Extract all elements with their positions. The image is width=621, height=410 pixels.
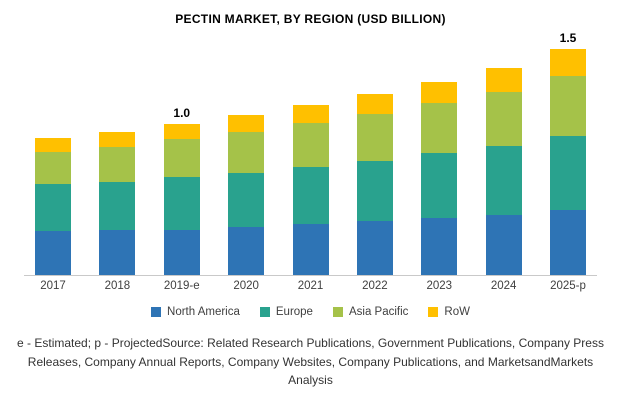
segment-europe-2019-e [163, 177, 200, 230]
legend-label: RoW [444, 306, 470, 318]
x-tick-2017: 2017 [40, 280, 66, 292]
legend-swatch-icon [428, 307, 439, 317]
segment-north-america-2022 [356, 221, 393, 275]
x-tick-2019-e: 2019-e [163, 280, 200, 292]
bar-slot-2020 [217, 115, 275, 275]
x-tick-2020: 2020 [233, 280, 259, 292]
segment-asia-pacific-2018 [99, 147, 136, 182]
segment-asia-pacific-2024 [485, 92, 522, 146]
bar-slot-2021 [282, 105, 340, 275]
legend-swatch-icon [151, 307, 162, 317]
x-tick-2022: 2022 [362, 280, 388, 292]
segment-row-2024 [485, 68, 522, 92]
segment-europe-2018 [99, 182, 136, 230]
stacked-bar-2020 [228, 115, 265, 275]
legend-item-row: RoW [428, 306, 470, 318]
stacked-bar-2025-p [550, 49, 586, 275]
segment-asia-pacific-2025-p [550, 76, 586, 136]
legend-swatch-icon [332, 307, 343, 317]
legend-label: North America [167, 306, 240, 318]
legend-label: Europe [275, 306, 313, 318]
bar-slot-2022 [346, 94, 404, 275]
data-label-2019-e: 1.0 [173, 106, 191, 120]
segment-asia-pacific-2022 [356, 114, 393, 161]
segment-asia-pacific-2019-e [163, 139, 200, 177]
segment-north-america-2019-e [163, 230, 200, 275]
legend-item-north-america: North America [151, 306, 240, 318]
segment-row-2017 [35, 138, 71, 152]
legend-swatch-icon [259, 307, 270, 317]
segment-north-america-2023 [421, 218, 458, 275]
x-tick-2023: 2023 [426, 280, 453, 292]
segment-europe-2024 [485, 146, 522, 215]
segment-europe-2021 [292, 167, 329, 224]
stacked-bar-2021 [292, 105, 329, 275]
stacked-bar-2017 [35, 138, 71, 275]
segment-asia-pacific-2017 [35, 152, 71, 184]
stacked-bar-2022 [356, 94, 393, 275]
source-note: e - Estimated; p - ProjectedSource: Rela… [17, 336, 604, 388]
segment-europe-2025-p [550, 136, 586, 210]
segment-asia-pacific-2023 [421, 103, 458, 153]
stacked-bar-2023 [421, 82, 458, 275]
data-label-2025-p: 1.5 [559, 31, 577, 45]
segment-row-2020 [228, 115, 265, 132]
segment-row-2025-p [550, 49, 586, 76]
segment-row-2022 [356, 94, 393, 114]
legend-item-asia-pacific: Asia Pacific [332, 306, 409, 318]
segment-europe-2020 [228, 173, 265, 227]
bar-slot-2018 [88, 132, 146, 275]
segment-asia-pacific-2021 [292, 123, 329, 167]
x-tick-2018: 2018 [104, 280, 131, 292]
bar-slot-2023 [410, 82, 468, 275]
chart-title: PECTIN MARKET, BY REGION (USD BILLION) [175, 12, 446, 26]
segment-north-america-2025-p [550, 210, 586, 275]
bar-slot-2019-e: 1.0 [153, 106, 211, 275]
segment-row-2023 [421, 82, 458, 103]
legend-item-europe: Europe [259, 306, 313, 318]
legend: North America Europe Asia Pacific RoW [0, 306, 621, 318]
plot-area: 1.0 1.5 [24, 31, 597, 276]
segment-north-america-2017 [35, 231, 71, 275]
x-tick-2024: 2024 [490, 280, 517, 292]
stacked-bar-2024 [485, 68, 522, 275]
legend-label: Asia Pacific [348, 306, 409, 318]
segment-north-america-2024 [485, 215, 522, 275]
x-tick-2025-p: 2025-p [550, 280, 586, 292]
bar-slot-2017 [24, 138, 82, 275]
segment-asia-pacific-2020 [228, 132, 265, 173]
segment-row-2018 [99, 132, 136, 147]
bar-slot-2024 [475, 68, 533, 275]
segment-row-2019-e [163, 124, 200, 139]
segment-north-america-2018 [99, 230, 136, 275]
segment-europe-2023 [421, 153, 458, 218]
x-tick-2021: 2021 [297, 280, 324, 292]
stacked-bar-2019-e [163, 124, 200, 275]
segment-row-2021 [292, 105, 329, 123]
segment-north-america-2020 [228, 227, 265, 275]
bar-slot-2025-p: 1.5 [539, 31, 597, 275]
x-axis-labels: 2017 2018 2019-e 2020 2021 2022 2023 2024 2025-p [24, 280, 597, 292]
stacked-bar-2018 [99, 132, 136, 275]
segment-europe-2022 [356, 161, 393, 221]
segment-north-america-2021 [292, 224, 329, 275]
segment-europe-2017 [35, 184, 71, 231]
